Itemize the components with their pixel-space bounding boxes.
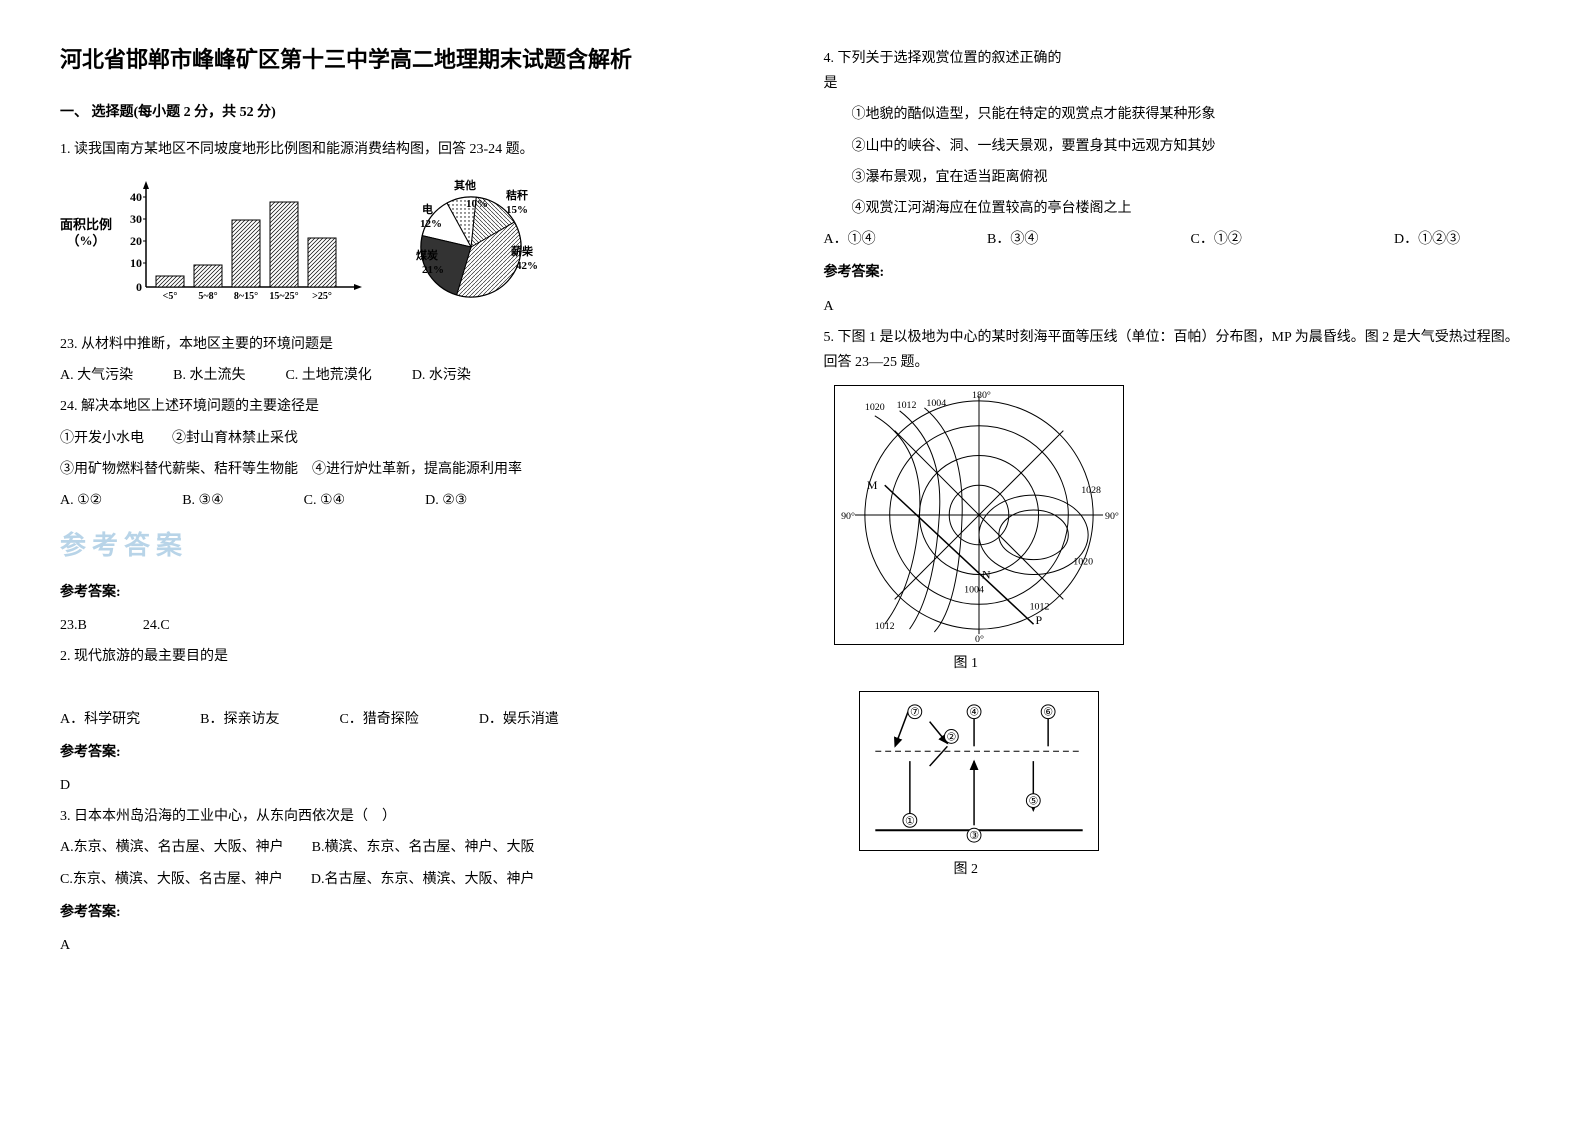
bar-chart: 面积比例 （%）: [60, 177, 376, 317]
svg-text:21%: 21%: [422, 264, 444, 276]
q4-s3: ③瀑布景观，宜在适当距离俯视: [852, 165, 1528, 190]
ans2-text: D: [60, 773, 764, 798]
svg-text:90°: 90°: [1105, 511, 1119, 522]
fig2-caption: 图 2: [954, 857, 1528, 882]
svg-text:0°: 0°: [975, 634, 984, 645]
svg-text:⑤: ⑤: [1028, 796, 1038, 808]
fig1-caption: 图 1: [954, 651, 1528, 676]
svg-text:P: P: [1035, 613, 1042, 627]
figure-2-svg: ⑦ ④ ⑥ ② ① ③ ⑤: [859, 691, 1099, 851]
q3-ab: A.东京、横滨、名古屋、大阪、神户 B.横滨、东京、名古屋、神户、大阪: [60, 835, 764, 860]
svg-text:12%: 12%: [420, 218, 442, 230]
svg-text:<5°: <5°: [163, 291, 178, 302]
svg-text:1020: 1020: [1073, 557, 1093, 568]
right-column: 4. 下列关于选择观赏位置的叙述正确的 是 ①地貌的酷似造型，只能在特定的观赏点…: [824, 40, 1528, 964]
svg-text:1028: 1028: [1081, 485, 1101, 496]
q23-options: A. 大气污染 B. 水土流失 C. 土地荒漠化 D. 水污染: [60, 363, 764, 388]
q4-intro: 4. 下列关于选择观赏位置的叙述正确的 是: [824, 46, 1528, 96]
svg-text:②: ②: [946, 732, 956, 744]
svg-text:0: 0: [136, 280, 142, 294]
svg-text:①: ①: [905, 816, 915, 828]
svg-text:180°: 180°: [972, 390, 991, 401]
svg-text:5~8°: 5~8°: [198, 291, 217, 302]
svg-text:8~15°: 8~15°: [234, 291, 258, 302]
svg-text:10: 10: [130, 256, 142, 270]
svg-text:1012: 1012: [1029, 601, 1049, 612]
svg-text:>25°: >25°: [312, 291, 332, 302]
svg-text:15~25°: 15~25°: [269, 291, 298, 302]
svg-text:④: ④: [969, 707, 979, 719]
bar-chart-svg: 40 30 20 10 0: [116, 177, 376, 317]
svg-text:90°: 90°: [841, 511, 855, 522]
svg-text:30: 30: [130, 212, 142, 226]
svg-text:N: N: [981, 568, 990, 582]
q24-text: 24. 解决本地区上述环境问题的主要途径是: [60, 394, 764, 419]
ans4-text: A: [824, 294, 1528, 319]
ans2-label: 参考答案:: [60, 740, 764, 765]
svg-text:1020: 1020: [864, 402, 884, 413]
svg-text:电: 电: [422, 202, 433, 216]
svg-text:1012: 1012: [874, 621, 894, 632]
svg-text:秸秆: 秸秆: [506, 188, 528, 202]
charts-row: 面积比例 （%）: [60, 177, 764, 317]
ans3-label: 参考答案:: [60, 900, 764, 925]
bar-y-label: 面积比例 （%）: [60, 217, 112, 248]
ans1-label: 参考答案:: [60, 580, 764, 605]
svg-text:③: ③: [969, 830, 979, 842]
q3-text: 3. 日本本州岛沿海的工业中心，从东向西依次是（ ）: [60, 804, 764, 829]
q1-intro: 1. 读我国南方某地区不同坡度地形比例图和能源消费结构图，回答 23-24 题。: [60, 137, 764, 162]
q4-s4: ④观赏江河湖海应在位置较高的亭台楼阁之上: [852, 196, 1528, 221]
left-column: 河北省邯郸市峰峰矿区第十三中学高二地理期末试题含解析 一、 选择题(每小题 2 …: [60, 40, 764, 964]
q2-text: 2. 现代旅游的最主要目的是: [60, 644, 764, 669]
svg-text:薪柴: 薪柴: [511, 244, 534, 258]
page-title: 河北省邯郸市峰峰矿区第十三中学高二地理期末试题含解析: [60, 40, 764, 80]
svg-text:42%: 42%: [516, 260, 538, 272]
svg-text:40: 40: [130, 190, 142, 204]
q4-s1: ①地貌的酷似造型，只能在特定的观赏点才能获得某种形象: [852, 102, 1528, 127]
q2-options: A．科学研究 B．探亲访友 C．猎奇探险 D．娱乐消遣: [60, 707, 764, 732]
q5-intro: 5. 下图 1 是以极地为中心的某时刻海平面等压线（单位：百帕）分布图，MP 为…: [824, 325, 1528, 375]
svg-text:20: 20: [130, 234, 142, 248]
svg-text:M: M: [866, 478, 877, 492]
svg-text:10%: 10%: [466, 198, 488, 210]
svg-text:⑦: ⑦: [909, 707, 919, 719]
svg-text:15%: 15%: [506, 204, 528, 216]
svg-text:1004: 1004: [964, 584, 984, 595]
svg-text:煤炭: 煤炭: [416, 248, 438, 262]
figure-1-svg: 180° 90° 90° 0° 1020 1012 1004 1028 1020…: [834, 385, 1124, 645]
q23-text: 23. 从材料中推断，本地区主要的环境问题是: [60, 332, 764, 357]
svg-text:其他: 其他: [454, 178, 476, 192]
pie-chart-svg: 薪柴 42% 秸秆 15% 其他 10% 电 12% 煤炭 21%: [396, 177, 556, 317]
ans4-label: 参考答案:: [824, 260, 1528, 285]
q24-options: A. ①② B. ③④ C. ①④ D. ②③: [60, 488, 764, 513]
svg-text:⑥: ⑥: [1043, 707, 1053, 719]
ans3-text: A: [60, 933, 764, 958]
section-heading: 一、 选择题(每小题 2 分，共 52 分): [60, 100, 764, 125]
q4-s2: ②山中的峡谷、洞、一线天景观，要置身其中远观方知其妙: [852, 134, 1528, 159]
svg-text:1004: 1004: [926, 398, 946, 409]
ans1-text: 23.B 24.C: [60, 613, 764, 638]
watermark: 参考答案: [60, 523, 764, 570]
svg-text:1012: 1012: [896, 400, 916, 411]
q24-l1: ①开发小水电 ②封山育林禁止采伐: [60, 426, 764, 451]
q4-options: A．①④ B．③④ C．①② D．①②③: [824, 227, 1528, 252]
q24-l2: ③用矿物燃料替代薪柴、秸秆等生物能 ④进行炉灶革新，提高能源利用率: [60, 457, 764, 482]
q3-cd: C.东京、横滨、大阪、名古屋、神户 D.名古屋、东京、横滨、大阪、神户: [60, 867, 764, 892]
